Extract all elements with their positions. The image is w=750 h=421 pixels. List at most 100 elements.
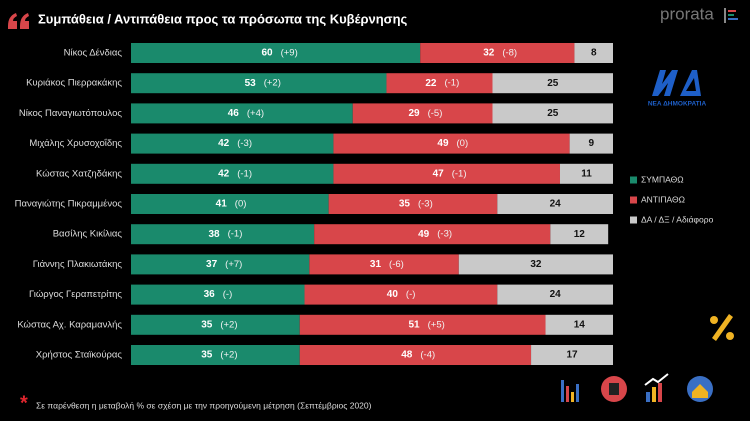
value-label: 35 — [201, 319, 213, 330]
value-label: 42 — [218, 138, 230, 149]
quote-icon — [8, 13, 29, 29]
value-label: 31 — [370, 259, 382, 270]
bar-segment — [299, 345, 532, 365]
bar-segment — [131, 345, 300, 365]
brand: prorata — [660, 4, 714, 23]
change-label: (-3) — [237, 138, 252, 149]
value-label: 49 — [418, 229, 430, 240]
bar-segment — [299, 314, 546, 335]
value-label: 25 — [547, 108, 559, 119]
bar-segment — [131, 103, 353, 124]
bar-segment — [333, 163, 560, 184]
bar-segment — [333, 133, 570, 154]
party-logo — [652, 70, 701, 96]
value-label: 8 — [591, 48, 597, 59]
bar-segment — [420, 43, 575, 63]
value-label: 38 — [208, 229, 220, 240]
change-label: (-) — [406, 289, 416, 300]
bar-segment — [497, 194, 613, 214]
legend-swatch — [630, 176, 637, 184]
value-label: 12 — [574, 229, 586, 240]
bar-segment — [497, 284, 613, 305]
change-label: (+2) — [220, 350, 237, 361]
legend-swatch — [630, 196, 637, 204]
category-label: Γιώργος Γεραπετρίτης — [29, 289, 122, 300]
party-logo-text: ΝΕΑ ΔΗΜΟΚΡΑΤΙΑ — [648, 101, 707, 108]
value-label: 22 — [425, 78, 437, 89]
bar-segment — [569, 133, 613, 154]
value-label: 25 — [547, 78, 559, 89]
value-label: 35 — [399, 199, 411, 210]
change-label: (-1) — [452, 168, 467, 179]
category-label: Κυριάκος Πιερρακάκης — [26, 78, 122, 89]
category-label: Βασίλης Κικίλιας — [53, 229, 123, 240]
change-label: (-4) — [420, 350, 435, 361]
change-label: (-8) — [502, 48, 517, 59]
category-label: Νίκος Δένδιας — [64, 48, 123, 59]
bar-segment — [131, 73, 387, 94]
change-label: (-3) — [437, 229, 452, 240]
bar-segment — [309, 254, 459, 275]
change-label: (-) — [223, 289, 233, 300]
value-label: 53 — [245, 78, 257, 89]
value-label: 14 — [574, 319, 586, 330]
legend-swatch — [630, 216, 637, 224]
bar-segment — [352, 103, 493, 124]
bar-segment — [574, 43, 613, 63]
bar-segment — [131, 194, 329, 214]
value-label: 49 — [437, 138, 449, 149]
brand-bars — [724, 8, 738, 23]
category-label: Κώστας Χατζηδάκης — [36, 168, 122, 179]
value-label: 48 — [401, 350, 413, 361]
legend-label: ΣΥΜΠΑΘΩ — [641, 174, 684, 184]
percent-icon — [710, 314, 734, 341]
footnote: Σε παρένθεση η μεταβολή % σε σχέση με τη… — [36, 400, 372, 410]
value-label: 24 — [550, 199, 562, 210]
value-label: 29 — [408, 108, 420, 119]
legend-label: ΔΑ / ΔΞ / Αδιάφορο — [641, 214, 714, 224]
change-label: (0) — [457, 138, 469, 149]
value-label: 37 — [206, 259, 218, 270]
change-label: (-3) — [418, 199, 433, 210]
category-label: Νίκος Παναγιωτόπουλος — [19, 108, 123, 119]
category-label: Χρήστος Σταϊκούρας — [36, 350, 123, 361]
change-label: (-1) — [444, 78, 459, 89]
bar-segment — [131, 314, 300, 335]
bar-segment — [304, 284, 498, 305]
category-label: Παναγιώτης Πικραμμένος — [15, 199, 123, 210]
bar-segment — [314, 224, 551, 245]
category-label: Κώστας Αχ. Καραμανλής — [17, 319, 122, 330]
value-label: 60 — [261, 48, 273, 59]
bottom-icons — [561, 373, 713, 402]
value-label: 11 — [581, 168, 592, 179]
value-label: 17 — [566, 350, 578, 361]
change-label: (0) — [235, 199, 247, 210]
value-label: 32 — [483, 48, 495, 59]
bar-segment — [531, 345, 613, 365]
value-label: 42 — [218, 168, 230, 179]
value-label: 41 — [216, 199, 228, 210]
value-label: 9 — [589, 138, 595, 149]
category-label: Μιχάλης Χρυσοχοΐδης — [29, 138, 122, 149]
bar-segment — [131, 284, 305, 305]
change-label: (+7) — [225, 259, 242, 270]
bar-segment — [131, 224, 315, 245]
bar-segment — [492, 73, 613, 94]
bar-segment — [458, 254, 613, 275]
change-label: (-1) — [237, 168, 252, 179]
change-label: (+4) — [247, 108, 264, 119]
bar-segment — [131, 163, 334, 184]
bar-segment — [545, 314, 613, 335]
bar-segment — [559, 163, 613, 184]
bar-segment — [131, 43, 421, 63]
bar-segment — [386, 73, 493, 94]
bar-segment — [550, 224, 609, 245]
value-label: 51 — [408, 319, 420, 330]
chart-title: Συμπάθεια / Αντιπάθεια προς τα πρόσωπα τ… — [38, 11, 408, 26]
change-label: (+5) — [428, 319, 445, 330]
category-label: Γιάννης Πλακιωτάκης — [33, 259, 123, 270]
change-label: (-5) — [428, 108, 443, 119]
value-label: 40 — [387, 289, 399, 300]
bar-segment — [131, 133, 334, 154]
